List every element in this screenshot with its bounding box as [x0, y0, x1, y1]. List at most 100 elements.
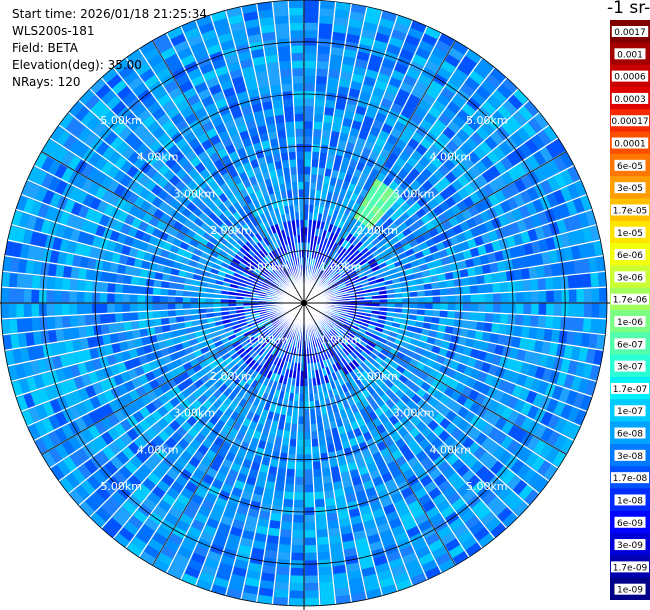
gate-cell	[61, 424, 75, 440]
gate-cell	[329, 282, 337, 288]
gate-cell	[496, 260, 506, 272]
gate-cell	[208, 326, 218, 334]
gate-cell	[296, 454, 304, 463]
gate-cell	[326, 341, 333, 349]
gate-cell	[223, 257, 232, 266]
gate-cell	[326, 505, 338, 514]
gate-cell	[457, 406, 470, 419]
gate-cell	[23, 304, 32, 318]
gate-cell	[47, 263, 57, 277]
gate-cell	[215, 529, 230, 541]
gate-cell	[567, 406, 580, 423]
gate-cell	[380, 249, 390, 258]
gate-cell	[577, 211, 590, 228]
gate-cell	[102, 227, 113, 240]
gate-cell	[84, 233, 95, 247]
gate-cell	[543, 463, 559, 481]
ray-separator	[4, 302, 305, 351]
gate-cell	[278, 460, 288, 469]
gate-cell	[135, 249, 146, 260]
gate-cell	[386, 231, 396, 241]
gate-cell	[107, 303, 115, 314]
gate-cell	[277, 274, 284, 282]
gate-cell	[320, 344, 326, 353]
gate-cell	[272, 153, 281, 163]
gate-cell	[128, 205, 140, 218]
colorbar-tick-label: 6e-05	[617, 162, 643, 172]
ray-separator	[15, 208, 305, 304]
gate-cell	[61, 151, 75, 167]
gate-cell	[287, 251, 293, 260]
gate-cell	[293, 522, 304, 531]
gate-cell	[183, 315, 192, 322]
gate-cell	[531, 351, 542, 365]
gate-cell	[541, 251, 551, 265]
gate-cell	[414, 218, 425, 229]
gate-cell	[439, 558, 456, 573]
gate-cell	[266, 62, 279, 72]
gate-cell	[142, 497, 158, 512]
gate-cell	[61, 167, 74, 183]
ray-separator	[11, 302, 305, 383]
gate-cell	[355, 314, 364, 319]
gate-cell	[226, 61, 241, 73]
gate-cell	[49, 193, 62, 208]
gate-cell	[595, 255, 606, 271]
gate-cell	[232, 324, 241, 331]
gate-cell	[247, 367, 256, 377]
gate-cell	[408, 238, 419, 248]
gate-cell	[533, 339, 544, 353]
gate-cell	[275, 122, 286, 131]
gate-cell	[470, 368, 481, 380]
gate-cell	[440, 295, 448, 303]
gate-cell	[473, 380, 484, 392]
gate-cell	[368, 493, 381, 505]
gate-cell	[291, 552, 304, 561]
gate-cell	[592, 240, 604, 256]
gate-cell	[223, 387, 233, 398]
gate-cell	[64, 253, 75, 267]
gate-cell	[405, 206, 416, 217]
gate-cell	[112, 512, 128, 527]
gate-cell	[275, 276, 283, 283]
gate-cell	[247, 88, 260, 99]
gate-cell	[153, 318, 162, 327]
gate-cell	[27, 166, 41, 183]
gate-cell	[486, 386, 498, 399]
gate-cell	[202, 185, 213, 197]
gate-cell	[54, 290, 62, 303]
gate-cell	[395, 409, 406, 421]
gate-cell	[580, 257, 591, 273]
gate-cell	[335, 495, 347, 505]
gate-cell	[395, 206, 405, 217]
gate-cell	[248, 508, 260, 518]
gate-cell	[332, 336, 340, 345]
range-label: 5.00km	[100, 114, 142, 127]
gate-cell	[69, 303, 78, 316]
gate-cell	[356, 458, 367, 469]
gate-cell	[380, 202, 390, 213]
gate-cell	[255, 206, 264, 216]
gate-cell	[335, 278, 344, 284]
gate-cell	[215, 472, 227, 483]
gate-cell	[273, 15, 289, 25]
gate-cell	[163, 53, 180, 67]
gate-cell	[254, 265, 263, 272]
gate-cell	[269, 520, 282, 530]
gate-cell	[464, 48, 482, 64]
ray-separator	[303, 302, 519, 518]
ray-separator	[240, 6, 305, 304]
gate-cell	[284, 121, 295, 130]
gate-cell	[304, 128, 313, 137]
gate-cell	[239, 321, 248, 328]
gate-cell	[326, 332, 333, 340]
gate-cell	[540, 179, 553, 195]
gate-cell	[224, 476, 237, 487]
gate-cell	[488, 399, 500, 413]
gate-cell	[120, 371, 131, 384]
gate-cell	[311, 159, 319, 168]
gate-cell	[31, 289, 40, 303]
range-label: 5.00km	[466, 114, 508, 127]
gate-cell	[252, 397, 261, 407]
gate-cell	[25, 260, 35, 275]
